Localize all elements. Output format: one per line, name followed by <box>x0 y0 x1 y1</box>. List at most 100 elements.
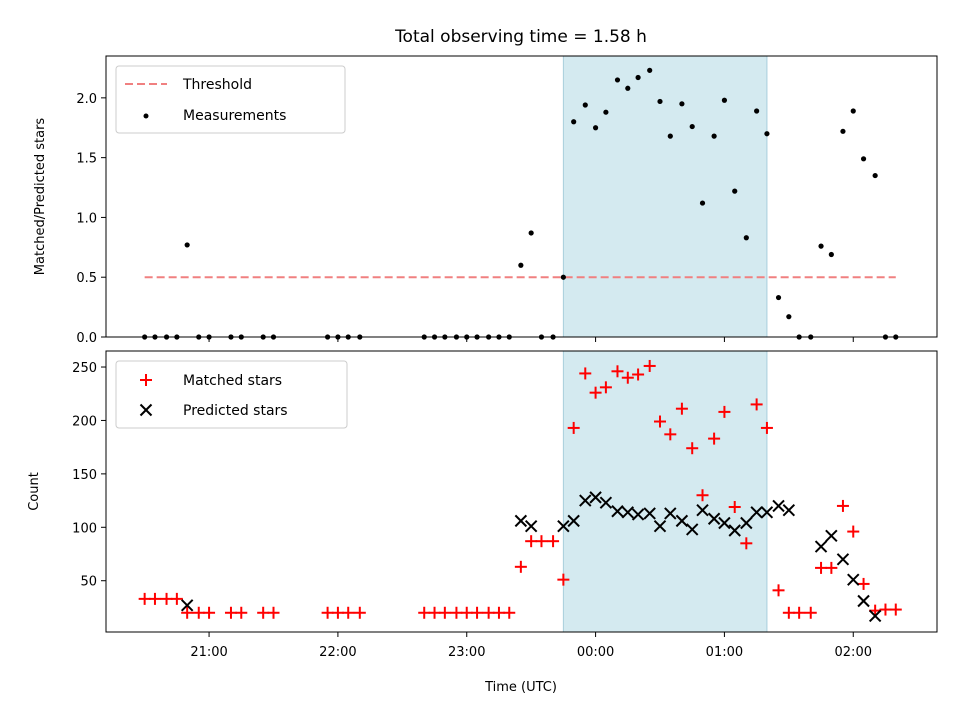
measurement-point <box>764 131 770 137</box>
matched-star-point <box>192 606 205 619</box>
matched-star-point <box>160 592 173 605</box>
predicted-legend-marker <box>139 403 153 417</box>
predicted-star-point <box>686 523 699 536</box>
matched-star-point <box>235 606 248 619</box>
x-tick-label: 02:00 <box>835 645 872 660</box>
matched-star-point <box>438 606 451 619</box>
matched-star-point <box>879 603 892 616</box>
matched-star-point <box>782 606 795 619</box>
x-tick-label: 00:00 <box>577 645 614 660</box>
matched-star-point <box>793 606 806 619</box>
matched-star-point <box>760 421 773 434</box>
predicted-star-point <box>579 494 592 507</box>
matched-star-point <box>815 561 828 574</box>
measurement-point <box>603 109 609 115</box>
top-legend: Threshold Measurements <box>115 65 346 134</box>
measurement-point <box>828 251 834 258</box>
measurement-point <box>699 200 706 206</box>
predicted-star-point <box>707 512 721 525</box>
matched-star-point <box>654 415 666 428</box>
top-legend-box <box>115 65 346 134</box>
predicted-star-point <box>750 506 763 519</box>
predicted-legend-label: Predicted stars <box>183 403 288 419</box>
matched-legend-label: Matched stars <box>183 373 282 389</box>
predicted-star-point <box>567 514 580 528</box>
measurement-point <box>614 77 621 83</box>
predicted-star-point <box>782 503 796 517</box>
matched-star-point <box>525 535 538 548</box>
predicted-star-point <box>718 516 731 530</box>
measurement-point <box>582 102 588 108</box>
measurements-legend-marker <box>143 113 149 119</box>
predicted-star-point <box>599 496 613 509</box>
matched-star-point <box>321 606 334 619</box>
measurement-point <box>667 133 673 139</box>
bot-y-tick-label: 250 <box>72 361 97 376</box>
top-panel: 0.00.51.01.52.0 Matched/Predicted stars … <box>33 55 938 346</box>
matched-star-point <box>599 381 612 394</box>
matched-star-point <box>750 398 763 411</box>
bottom-panel: 21:00 22:00 23:00 00:00 01:00 02:00 50 100 150 20… <box>27 350 938 695</box>
top-y-tick-label: 0.5 <box>76 271 97 286</box>
bot-y-tick-label: 50 <box>80 575 97 590</box>
predicted-star-point <box>847 573 860 586</box>
measurement-point <box>625 85 631 91</box>
x-tick-label: 21:00 <box>190 645 227 660</box>
measurement-point <box>818 243 824 249</box>
matched-star-point <box>450 606 463 619</box>
measurement-point <box>860 156 867 162</box>
matched-star-point <box>471 606 484 619</box>
matched-star-point <box>589 386 602 399</box>
predicted-star-point <box>868 609 882 623</box>
predicted-star-point <box>857 594 870 608</box>
predicted-star-point <box>589 491 602 504</box>
predicted-star-point <box>557 520 570 533</box>
matched-star-point <box>567 421 580 434</box>
x-tick-label: 22:00 <box>319 645 356 660</box>
predicted-star-point <box>836 553 850 566</box>
measurement-point <box>850 108 856 114</box>
matched-star-point <box>460 606 473 619</box>
matched-star-point <box>418 606 431 619</box>
top-y-tick-label: 2.0 <box>76 92 97 107</box>
predicted-star-point <box>643 507 656 520</box>
matched-star-point <box>847 525 860 538</box>
measurement-point <box>184 242 190 248</box>
matched-star-point <box>257 606 270 619</box>
matched-star-point <box>708 432 721 445</box>
matched-star-point <box>170 592 183 605</box>
top-ylabel: Matched/Predicted stars <box>33 118 48 276</box>
measurement-point <box>592 125 599 131</box>
matched-star-point <box>825 561 838 574</box>
matched-star-point <box>547 535 560 548</box>
measurement-point <box>689 123 695 130</box>
matched-star-point <box>331 606 344 619</box>
matched-star-point <box>267 606 280 619</box>
matched-star-point <box>579 367 592 380</box>
measurement-point <box>754 108 760 114</box>
measurement-point <box>560 274 566 280</box>
matched-star-point <box>342 606 355 619</box>
predicted-star-point <box>611 505 624 518</box>
top-axes-frame <box>105 55 938 338</box>
predicted-star-point <box>621 506 634 519</box>
predicted-star-point <box>675 514 689 528</box>
bottom-plot-area <box>138 359 902 623</box>
matched-star-point <box>728 500 741 513</box>
predicted-star-point <box>825 529 838 543</box>
measurement-point <box>775 294 782 301</box>
measurement-point <box>711 133 717 139</box>
matched-star-point <box>643 359 656 372</box>
measurement-point <box>571 119 577 125</box>
bottom-axes-frame <box>105 350 938 633</box>
measurement-point <box>840 128 846 134</box>
matched-star-point <box>482 606 495 619</box>
bot-y-tick-label: 150 <box>72 468 97 483</box>
measurement-point <box>872 172 878 179</box>
matched-star-point <box>428 606 441 619</box>
matched-star-point <box>224 606 237 619</box>
predicted-star-point <box>740 516 753 530</box>
matched-star-point <box>740 537 753 550</box>
matched-star-point <box>686 442 699 455</box>
